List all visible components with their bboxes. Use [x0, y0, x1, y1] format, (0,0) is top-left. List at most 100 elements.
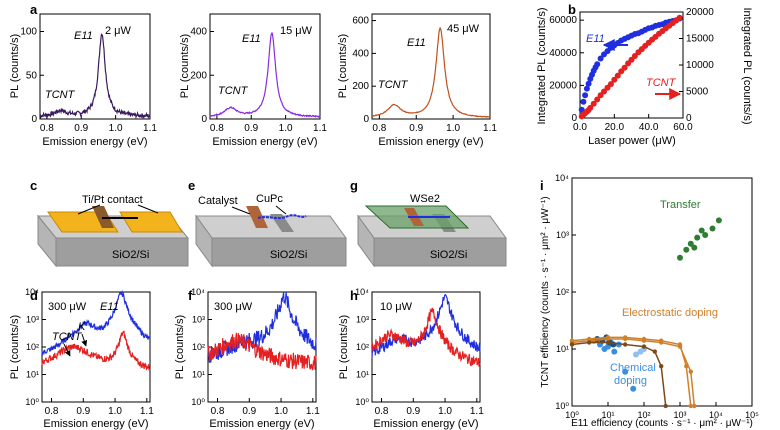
- plot-h: 0.8 0.9 1.0 1.1 10⁰ 10¹ 10² 10³ 10⁴ 10 μW PL (co…: [338, 287, 484, 430]
- x-tick-label: 0.9: [74, 123, 88, 134]
- h-ylabel: PL (counts/s): [338, 315, 350, 379]
- f-xlabel: Emission energy (eV): [209, 418, 314, 430]
- spectrum-line: [207, 291, 317, 363]
- i-chemical-label-1: Chemical: [610, 362, 656, 374]
- x-tick-label: 1.0: [446, 123, 460, 134]
- y-tick-label: 10⁴: [555, 173, 569, 183]
- a3-ylabel: PL (counts/s): [337, 34, 349, 98]
- plot-a3: 0.8 0.9 1.0 1.1 0 200 400 600 45 μW E11 TCNT PL…: [337, 13, 497, 148]
- spectrum-line: [209, 31, 321, 118]
- y-tick-label: 60000: [549, 15, 577, 26]
- data-point: [623, 342, 628, 347]
- d-t-label: TCNT: [52, 331, 83, 343]
- f-ylabel: PL (counts/s): [174, 315, 186, 379]
- data-point: [611, 76, 618, 83]
- y-tick-label: 10¹: [26, 370, 39, 380]
- h-xlabel: Emission energy (eV): [373, 418, 478, 430]
- data-point: [691, 244, 698, 251]
- x-tick-label: 0.0: [573, 122, 587, 133]
- x-tick-label: 0.8: [40, 123, 54, 134]
- y-tick-label: 40000: [549, 48, 577, 59]
- x-tick-label: 1.0: [108, 406, 122, 417]
- data-point: [569, 342, 575, 347]
- plot-b: 0.0 20.0 40.0 60.00200004000060000050001000…: [536, 7, 753, 147]
- data-point: [585, 80, 592, 87]
- x-tick-label: 10²: [637, 410, 650, 420]
- data-point: [683, 246, 690, 253]
- y-tick-label-right: 5000: [686, 87, 709, 98]
- a1-power-label: 2 μW: [105, 25, 132, 37]
- spectrum-line: [41, 330, 151, 371]
- i-transfer-label: Transfer: [660, 199, 701, 211]
- data-point: [688, 403, 693, 409]
- data-point: [605, 340, 611, 345]
- a1-side-label: TCNT: [45, 89, 76, 101]
- x-tick-label: 0.9: [406, 406, 420, 417]
- data-point: [633, 351, 639, 358]
- x-tick-label: 1.0: [274, 406, 288, 417]
- x-tick-label: 1.0: [109, 123, 123, 134]
- y-tick-label: 200: [352, 81, 369, 92]
- a3-power-label: 45 μW: [447, 23, 480, 35]
- x-tick-label: 0.8: [211, 406, 225, 417]
- data-point: [594, 61, 601, 68]
- a2-xlabel: Emission energy (eV): [212, 136, 317, 148]
- data-point: [698, 227, 705, 234]
- y-tick-label: 10⁴: [191, 287, 205, 297]
- data-point: [580, 98, 587, 105]
- d-power-label: 300 μW: [48, 301, 87, 313]
- x-tick-label: 0.8: [45, 406, 59, 417]
- x-tick-label: 10⁰: [565, 410, 579, 420]
- a2-side-label: TCNT: [218, 85, 249, 97]
- e-substrate-label: SiO2/Si: [270, 249, 307, 261]
- x-tick-label: 0.9: [76, 406, 90, 417]
- b-ylabel-right: Integrated PL (counts/s): [741, 8, 753, 125]
- panel-label-d: d: [30, 288, 38, 303]
- y-tick-label: 400: [352, 48, 369, 59]
- panel-label-b: b: [568, 2, 576, 17]
- h-power-label: 10 μW: [380, 301, 413, 313]
- data-point: [630, 385, 637, 392]
- data-point: [611, 348, 618, 355]
- schematic-e: Catalyst CuPc SiO2/Si: [195, 193, 347, 268]
- data-point: [677, 254, 683, 261]
- y-tick-label: 10⁴: [25, 287, 39, 297]
- c-substrate-label: SiO2/Si: [112, 249, 149, 261]
- b-e11-label: E11: [586, 33, 605, 45]
- panel-label-i: i: [540, 178, 544, 193]
- data-point: [587, 340, 592, 345]
- y-tick-label: 10⁰: [555, 401, 569, 411]
- d-peak-label: E11: [100, 301, 119, 313]
- series-line: [571, 341, 667, 407]
- a1-xlabel: Emission energy (eV): [42, 136, 147, 148]
- data-point: [688, 369, 693, 374]
- e-catalyst-label: Catalyst: [198, 195, 238, 207]
- data-point: [677, 344, 683, 349]
- c-contact-label: Ti/Pt contact: [82, 194, 143, 206]
- x-tick-label: 0.8: [210, 123, 224, 134]
- x-tick-label: 0.8: [375, 406, 389, 417]
- y-tick-label: 10²: [556, 287, 569, 297]
- g-material-label: WSe2: [410, 193, 440, 205]
- y-tick-label: 10⁰: [25, 397, 39, 407]
- y-tick-label-right: 20000: [686, 7, 714, 18]
- y-tick-label-right: 15000: [686, 34, 714, 45]
- y-tick-label: 10²: [356, 342, 369, 352]
- x-tick-label: 1.1: [313, 123, 327, 134]
- y-tick-label: 10⁰: [191, 397, 205, 407]
- b-ylabel-left: Integrated PL (counts/s): [536, 8, 548, 125]
- data-point: [582, 92, 589, 99]
- d-xlabel: Emission energy (eV): [43, 418, 148, 430]
- data-point: [597, 55, 604, 62]
- d-ylabel: PL (counts/s): [9, 315, 21, 379]
- y-tick-label: 600: [352, 16, 369, 27]
- data-point: [621, 64, 628, 71]
- x-tick-label: 1.1: [470, 406, 484, 417]
- data-point: [702, 232, 709, 238]
- data-point: [715, 217, 722, 224]
- a3-xlabel: Emission energy (eV): [378, 136, 483, 148]
- g-substrate-label: SiO2/Si: [430, 249, 467, 261]
- x-tick-label: 1.1: [483, 123, 497, 134]
- panel-label-g: g: [350, 178, 358, 193]
- x-tick-label: 10³: [673, 410, 686, 420]
